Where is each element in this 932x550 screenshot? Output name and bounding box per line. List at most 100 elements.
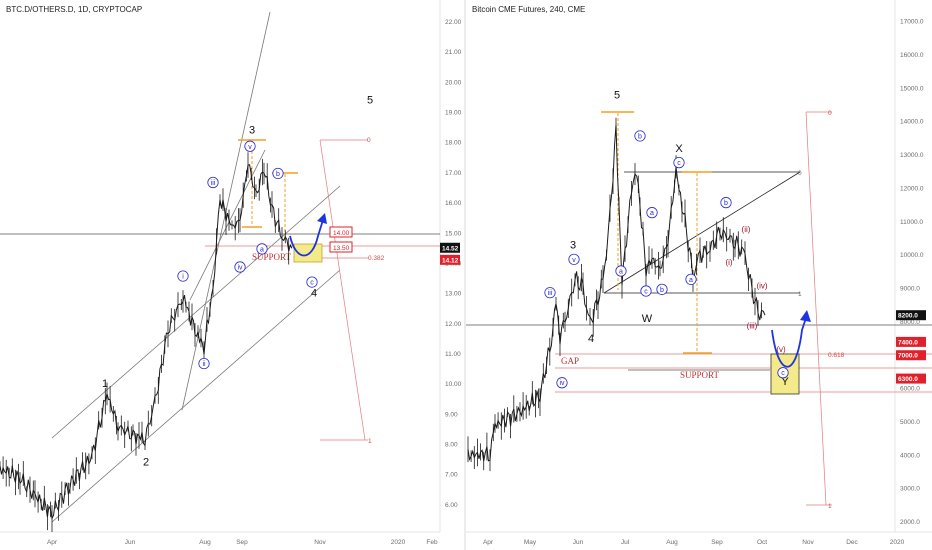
price-level-label: 7000.0 bbox=[898, 353, 918, 360]
minor-wave-label: v bbox=[572, 257, 576, 264]
right-fib-1-label: 1 bbox=[828, 503, 832, 510]
y-tick-label: 8000.0 bbox=[900, 319, 920, 326]
left-price-series[interactable] bbox=[0, 164, 293, 521]
y-tick-label: 15000.0 bbox=[900, 85, 924, 92]
right-level-tags[interactable]: 8200.0 7400.0 7000.0 6300.0 bbox=[896, 310, 926, 384]
minor-wave-label: iii bbox=[548, 290, 553, 297]
right-projection-arrow bbox=[771, 317, 807, 368]
price-level-tag[interactable] bbox=[896, 373, 926, 384]
x-tick-label: 2020 bbox=[391, 539, 406, 546]
y-tick-label: 16.00 bbox=[445, 200, 462, 207]
left-channel-upper-line[interactable] bbox=[51, 185, 341, 439]
target-level-label: 13.50 bbox=[333, 245, 350, 252]
wave-label: 5 bbox=[367, 94, 373, 106]
minor-wave-label: a bbox=[650, 210, 654, 217]
wave-circle-icon bbox=[646, 207, 658, 219]
price-level-tag[interactable] bbox=[896, 350, 926, 361]
x-tick-label: Nov bbox=[802, 539, 814, 546]
wave-circle-icon bbox=[673, 157, 685, 169]
y-tick-label: 14000.0 bbox=[900, 119, 924, 126]
price-level-tag[interactable] bbox=[896, 336, 926, 347]
y-tick-label: 17.00 bbox=[445, 170, 462, 177]
right-fib-0-label: 0 bbox=[828, 110, 832, 117]
y-tick-label: 12000.0 bbox=[900, 185, 924, 192]
arrow-head-icon bbox=[800, 310, 811, 322]
x-tick-label: Feb bbox=[426, 539, 438, 546]
y-tick-label: 12.00 bbox=[445, 321, 462, 328]
wave-circle-icon bbox=[306, 276, 318, 288]
triangle-lower-line[interactable] bbox=[603, 171, 801, 294]
target-level-label: 14.00 bbox=[333, 230, 350, 237]
left-projection-arrow bbox=[289, 219, 324, 257]
minor-wave-label: ii bbox=[202, 361, 206, 368]
gap-label: GAP bbox=[561, 356, 579, 366]
left-chart-title: BTC.D/OTHERS.D, 1D, CRYPTOCAP bbox=[6, 5, 142, 14]
y-tick-label: 17000.0 bbox=[900, 19, 924, 26]
x-tick-label: Sep bbox=[711, 539, 723, 546]
minor-wave-label: c bbox=[644, 289, 648, 296]
left-level-tags[interactable]: 14.00 13.50 14.52 14.12 bbox=[329, 226, 460, 265]
y-tick-label: 10000.0 bbox=[900, 252, 924, 259]
btc-dominance-chart[interactable]: BTC.D/OTHERS.D, 1D, CRYPTOCAP 6.00 7.00 8.… bbox=[0, 0, 462, 546]
btc-cme-futures-chart[interactable]: Bitcoin CME Futures, 240, CME 2000.0 3000… bbox=[466, 0, 932, 546]
left-wedge-inner-line[interactable] bbox=[189, 149, 266, 301]
left-channel-lower-line[interactable] bbox=[51, 269, 341, 523]
x-tick-label: Aug bbox=[199, 539, 211, 546]
subwave-label: (v) bbox=[776, 345, 786, 354]
y-tick-label: 19.00 bbox=[445, 110, 462, 117]
y-tick-label: 4000.0 bbox=[900, 452, 920, 459]
right-fib-diagonal[interactable] bbox=[805, 111, 827, 506]
minor-wave-label: iv bbox=[237, 264, 243, 271]
minor-wave-label: c bbox=[310, 280, 314, 287]
y-tick-label: 11000.0 bbox=[900, 219, 923, 226]
right-y-axis[interactable]: 2000.0 3000.0 4000.0 5000.0 6000.0 7000.0 8000… bbox=[900, 19, 924, 526]
wave-label: W bbox=[642, 313, 653, 325]
wave-circle-icon bbox=[198, 357, 210, 370]
target-level-tag[interactable] bbox=[329, 226, 353, 238]
left-x-axis[interactable]: Apr Jun Aug Sep Nov 2020 Feb bbox=[47, 539, 438, 546]
right-chart-title: Bitcoin CME Futures, 240, CME bbox=[472, 5, 585, 14]
left-y-axis[interactable]: 6.007.008.009.0010.0011.0012.0013.0014.0… bbox=[445, 19, 462, 509]
x-tick-label: Nov bbox=[314, 539, 326, 546]
target-level-tag[interactable] bbox=[329, 241, 353, 253]
price-level-label: 6300.0 bbox=[898, 376, 918, 383]
y-tick-label: 2000.0 bbox=[900, 519, 920, 526]
x-tick-label: Apr bbox=[483, 539, 494, 546]
wave-label: 5 bbox=[614, 89, 620, 101]
x-tick-label: Apr bbox=[47, 539, 58, 546]
minor-wave-label: b bbox=[276, 171, 280, 178]
minor-wave-label: iii bbox=[211, 180, 216, 187]
wave-circle-icon bbox=[556, 377, 568, 389]
wave-label: Y bbox=[781, 376, 789, 388]
wave-label: 3 bbox=[249, 125, 255, 137]
subwave-label: (iii) bbox=[747, 322, 758, 331]
wave-circle-icon bbox=[720, 197, 732, 209]
wave-circle-icon bbox=[256, 243, 268, 255]
price-level-tag[interactable] bbox=[896, 310, 926, 321]
x-tick-label: Sep bbox=[236, 539, 248, 546]
wave-circle-icon bbox=[177, 270, 189, 282]
wave-circle-icon bbox=[544, 287, 556, 299]
minor-wave-label: a bbox=[619, 269, 623, 276]
wave-circle-icon bbox=[272, 167, 284, 180]
price-level-tag[interactable] bbox=[440, 254, 460, 265]
y-tick-label: 3000.0 bbox=[900, 486, 920, 493]
right-fib-0618-label: 0.618 bbox=[828, 352, 845, 359]
y-tick-label: 20.00 bbox=[445, 79, 462, 86]
left-support-zone-box[interactable] bbox=[293, 243, 323, 263]
y-tick-label: 15.00 bbox=[445, 230, 462, 237]
minor-wave-label: b bbox=[638, 133, 642, 140]
right-support-label: SUPPORT bbox=[680, 370, 719, 380]
wave-label: 4 bbox=[588, 333, 594, 345]
price-level-tag[interactable] bbox=[440, 242, 460, 253]
minor-wave-label: c bbox=[781, 370, 785, 377]
wave-label: 1 bbox=[102, 378, 108, 390]
wave-circle-icon bbox=[615, 265, 627, 277]
wave-circle-icon bbox=[568, 253, 580, 265]
y-tick-label: 21.00 bbox=[445, 49, 462, 56]
right-x-axis[interactable]: Apr May Jun Jul Aug Sep Oct Nov Dec 2020 bbox=[483, 539, 905, 546]
left-fib-diagonal[interactable] bbox=[319, 139, 366, 441]
right-measure-markers bbox=[601, 111, 712, 354]
